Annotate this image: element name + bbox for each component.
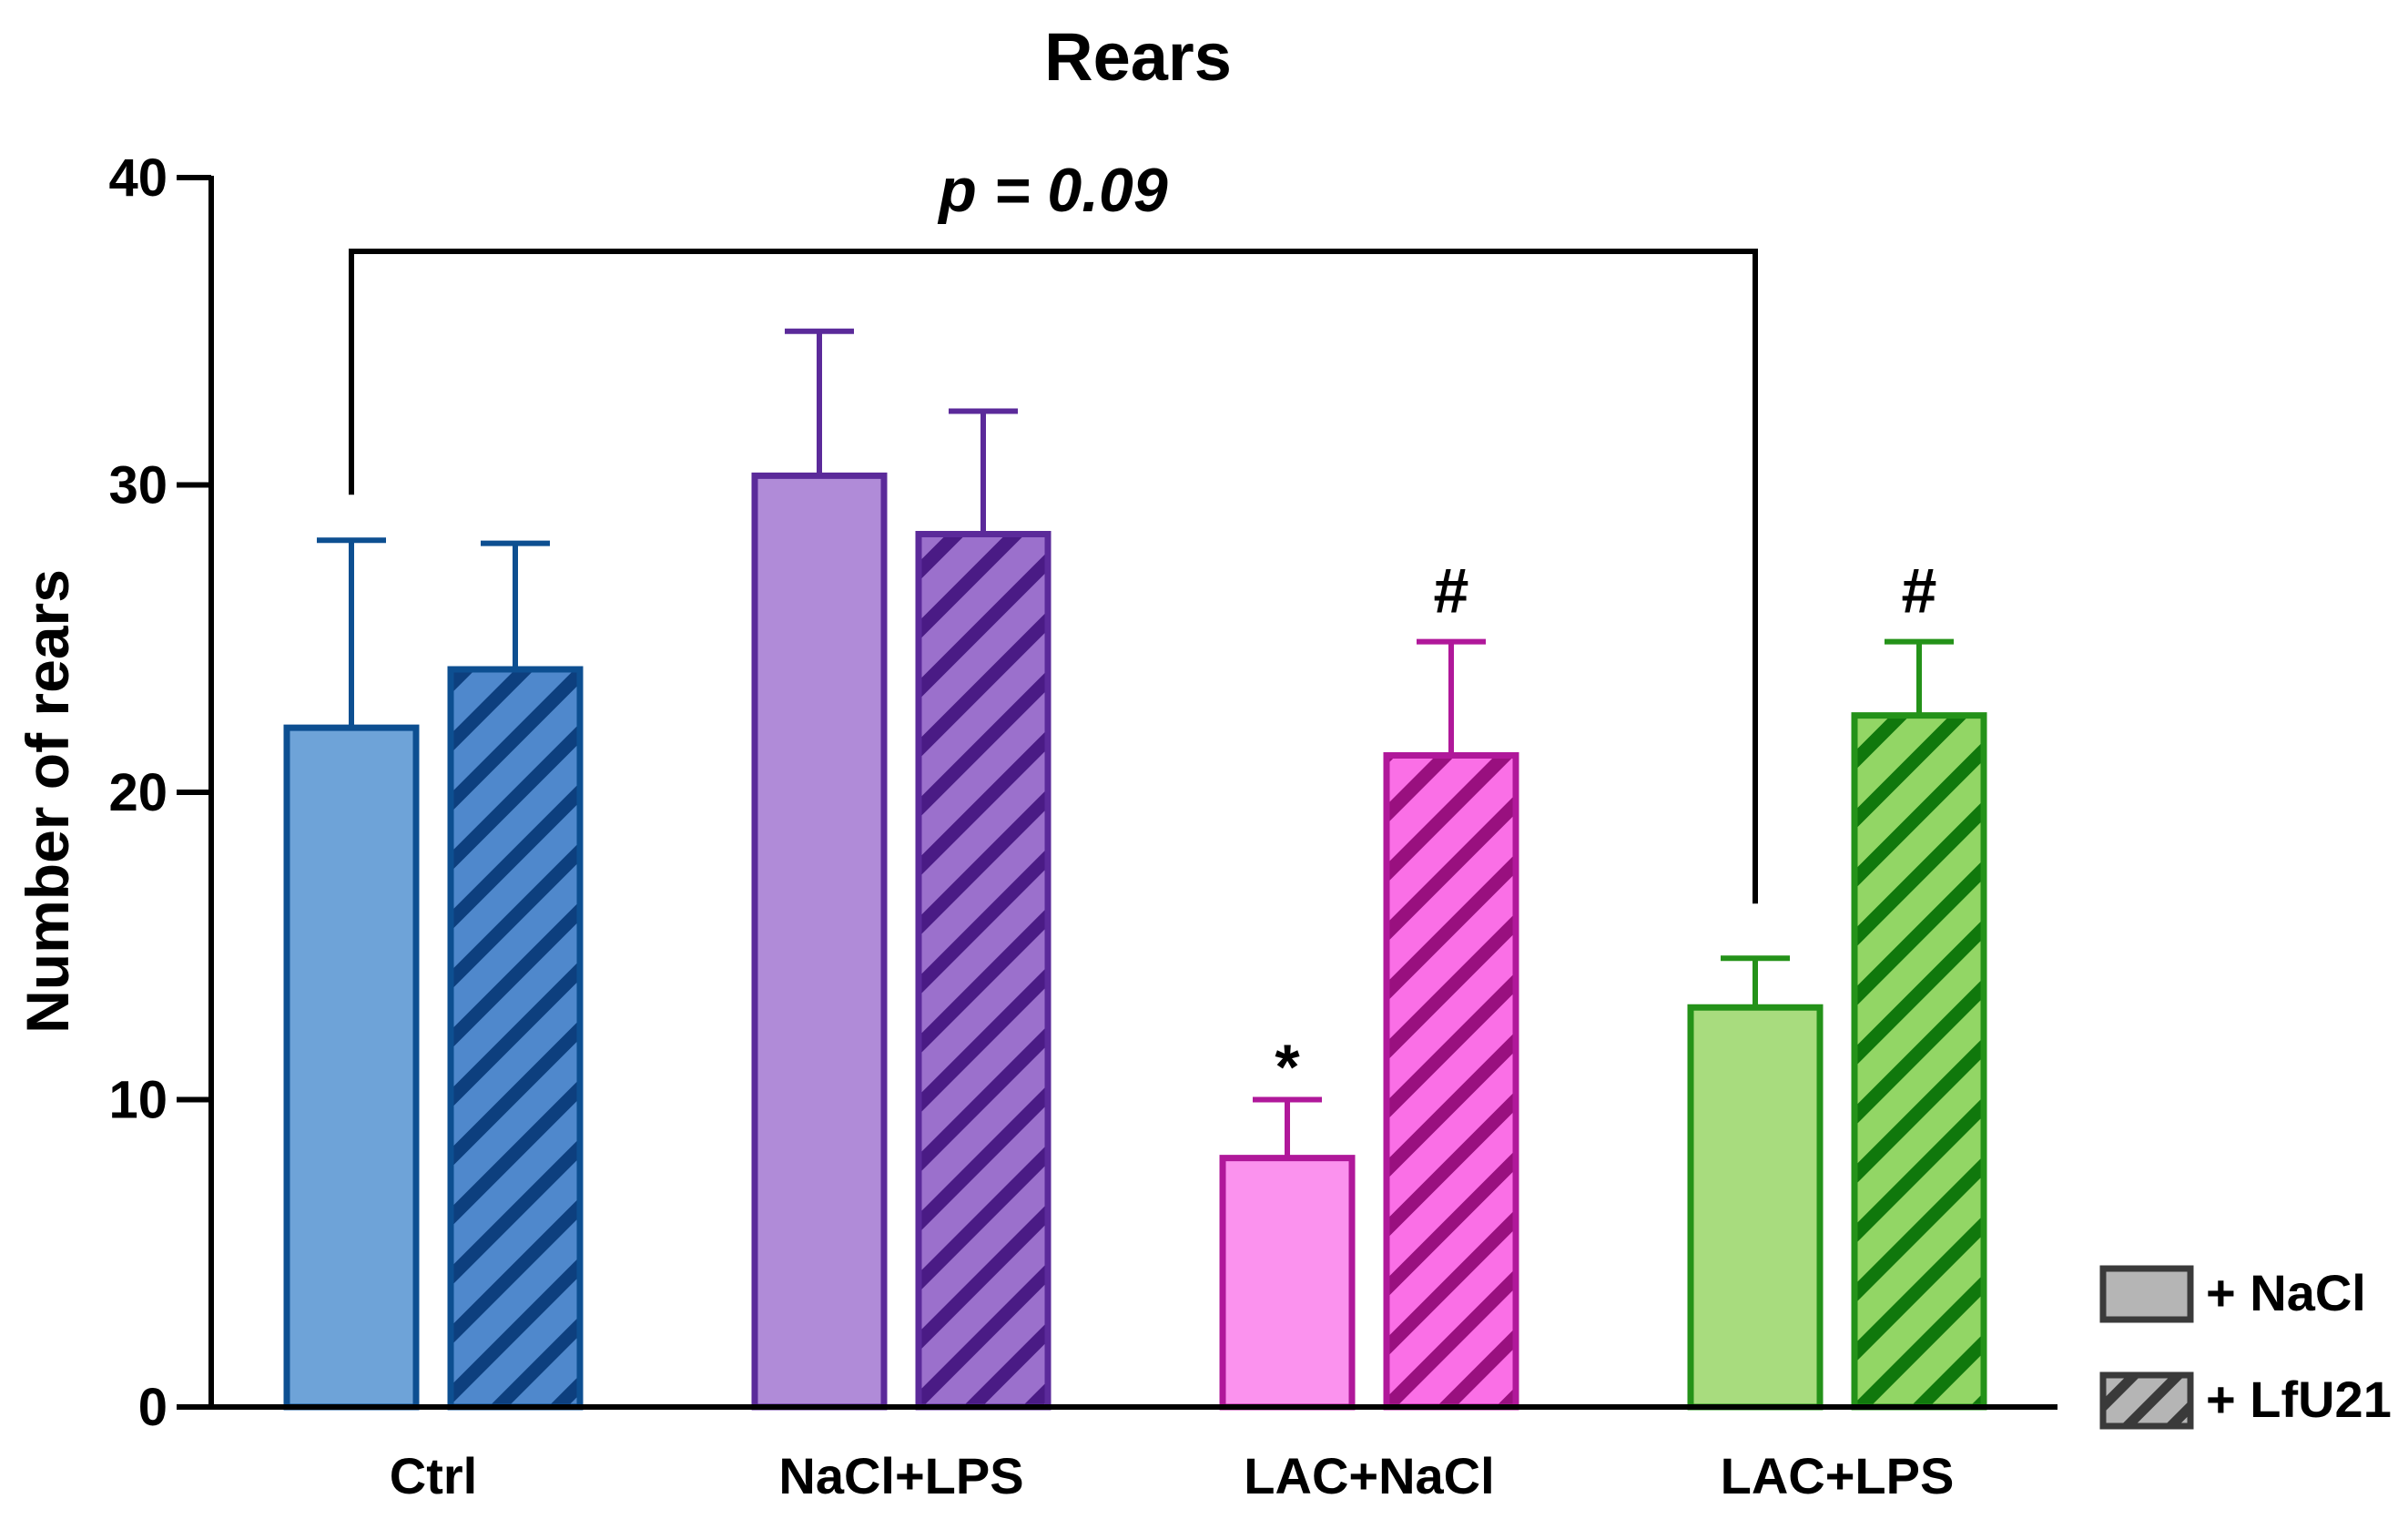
legend-swatch (2099, 1371, 2194, 1430)
bar (751, 472, 888, 1411)
chart-title: Rears (1044, 19, 1232, 95)
p-value-label: p = 0.09 (937, 156, 1168, 225)
comparison-bracket: p = 0.09 (349, 156, 1758, 904)
bar (1687, 1004, 1824, 1411)
y-tick-label: 40 (108, 148, 168, 208)
bar (1851, 712, 1987, 1411)
x-tick-label: NaCl+LPS (778, 1447, 1023, 1504)
bar (283, 724, 420, 1411)
x-tick-label: LAC+NaCl (1244, 1447, 1494, 1504)
y-tick-label: 0 (138, 1378, 168, 1437)
comparison-bracket-line (349, 249, 1758, 904)
y-tick-label: 20 (108, 763, 168, 822)
y-tick-label: 30 (108, 456, 168, 515)
y-axis-label: Number of rears (14, 569, 81, 1034)
legend-label: + NaCl (2206, 1264, 2366, 1321)
bar (1383, 752, 1519, 1411)
legend-label: + LfU21 (2206, 1371, 2392, 1428)
y-tick-label: 10 (108, 1071, 168, 1130)
legend-swatch (2099, 1265, 2194, 1323)
significance-marker: # (1902, 556, 1937, 627)
x-tick-label: Ctrl (390, 1447, 477, 1504)
bar (915, 531, 1052, 1411)
significance-marker: # (1434, 556, 1469, 627)
bars: * # # (283, 328, 1987, 1411)
bar (447, 666, 584, 1411)
y-axis: 0 10 20 30 40 (108, 148, 214, 1437)
x-axis: Ctrl NaCl+LPS LAC+NaCl LAC+LPS (208, 1404, 2057, 1504)
significance-marker: * (1275, 1032, 1300, 1103)
legend: + NaCl + LfU21 (2099, 1264, 2392, 1430)
x-tick-label: LAC+LPS (1721, 1447, 1955, 1504)
bar (1219, 1155, 1356, 1411)
